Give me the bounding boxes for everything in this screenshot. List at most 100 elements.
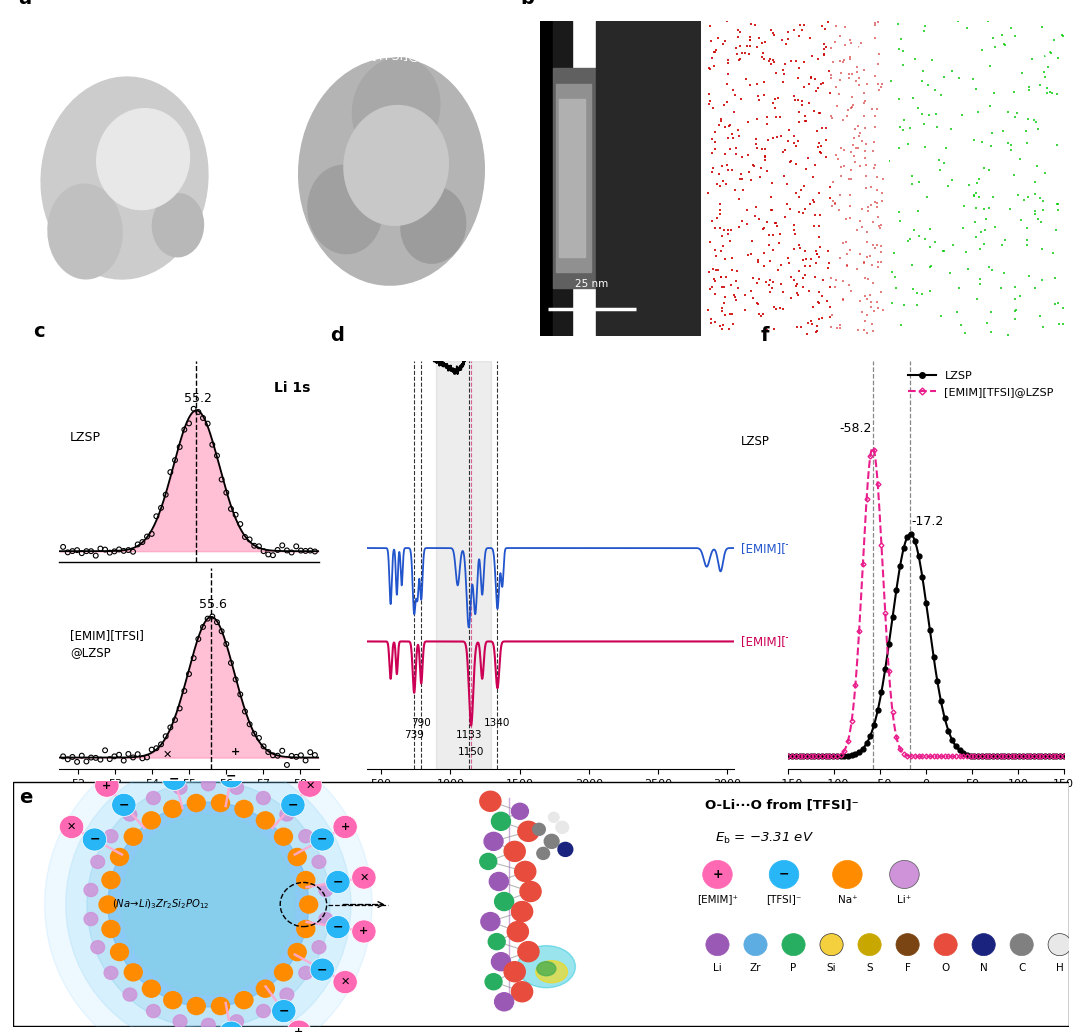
Point [801, 258, 819, 275]
Point [732, 166, 750, 183]
Text: 500 nm: 500 nm [306, 284, 346, 293]
Point [859, 290, 876, 307]
Point [772, 276, 789, 292]
Circle shape [515, 862, 536, 881]
Point [953, 107, 970, 124]
Point [1037, 165, 1054, 182]
Point [937, 139, 955, 156]
Point [756, 141, 773, 158]
Point [851, 70, 868, 87]
Point [222, 501, 240, 517]
Point [822, 279, 839, 295]
Point [804, 47, 821, 64]
Point [899, 232, 916, 249]
Circle shape [352, 920, 376, 943]
Point [1025, 111, 1042, 128]
Point [110, 746, 127, 763]
Point [831, 201, 848, 218]
Point [851, 125, 868, 141]
Point [956, 324, 973, 341]
Point [750, 92, 767, 108]
Point [822, 319, 839, 335]
Point [801, 30, 819, 46]
Text: Zr: Zr [750, 963, 761, 973]
Point [774, 144, 792, 161]
Point [1014, 64, 1031, 80]
Point [748, 110, 766, 127]
Point [943, 121, 960, 137]
Point [1034, 272, 1051, 289]
Point [712, 220, 729, 236]
Point [754, 35, 771, 52]
Point [919, 76, 936, 93]
Point [966, 188, 983, 204]
Point [721, 305, 739, 322]
Point [860, 271, 877, 288]
Point [1044, 245, 1062, 261]
Point [781, 154, 798, 170]
Circle shape [59, 815, 84, 838]
Point [870, 82, 888, 98]
Ellipse shape [41, 77, 208, 279]
Point [994, 236, 1011, 253]
Point [273, 742, 291, 759]
Point [96, 742, 113, 759]
Point [839, 246, 856, 262]
Point [1035, 319, 1052, 335]
Circle shape [256, 812, 274, 829]
Point [967, 80, 984, 97]
Point [703, 131, 720, 148]
Circle shape [123, 808, 137, 821]
Point [774, 300, 792, 317]
Point [966, 132, 983, 149]
Point [869, 75, 887, 92]
Point [831, 250, 848, 266]
Point [703, 279, 720, 295]
Text: +: + [360, 927, 368, 936]
Point [807, 324, 824, 341]
Circle shape [297, 872, 314, 889]
Point [793, 93, 810, 109]
Point [748, 275, 766, 291]
Point [1031, 76, 1049, 93]
Text: [EMIM][TFSI]@LZSP: [EMIM][TFSI]@LZSP [741, 635, 855, 648]
Point [728, 39, 745, 56]
Point [868, 182, 886, 198]
Point [754, 221, 771, 237]
Point [910, 173, 928, 190]
Point [864, 323, 881, 340]
Circle shape [299, 830, 312, 843]
Point [811, 143, 828, 160]
Point [747, 198, 765, 215]
Point [1032, 214, 1050, 230]
Point [719, 66, 737, 83]
Point [967, 200, 984, 217]
Circle shape [549, 812, 559, 823]
Point [301, 542, 319, 558]
Point [739, 147, 756, 163]
Point [975, 200, 993, 217]
Point [874, 193, 891, 209]
Point [840, 66, 858, 83]
Point [808, 244, 825, 260]
Point [1005, 28, 1023, 44]
Point [737, 45, 754, 62]
Point [213, 623, 230, 640]
Point [714, 237, 731, 254]
Point [821, 179, 838, 195]
Point [194, 619, 212, 636]
Point [106, 543, 123, 559]
Point [106, 748, 123, 765]
Point [984, 29, 1001, 45]
Point [750, 88, 767, 104]
Circle shape [517, 821, 539, 841]
Text: F: F [905, 963, 910, 973]
Point [199, 610, 216, 626]
Ellipse shape [308, 165, 382, 254]
Text: Si: Si [826, 963, 836, 973]
Point [856, 142, 874, 159]
Circle shape [319, 912, 333, 926]
Text: $(Na\!\rightarrow\!Li)_3Zr_2Si_2PO_{12}$: $(Na\!\rightarrow\!Li)_3Zr_2Si_2PO_{12}$ [112, 898, 210, 911]
Circle shape [230, 1014, 244, 1028]
Point [808, 318, 825, 334]
